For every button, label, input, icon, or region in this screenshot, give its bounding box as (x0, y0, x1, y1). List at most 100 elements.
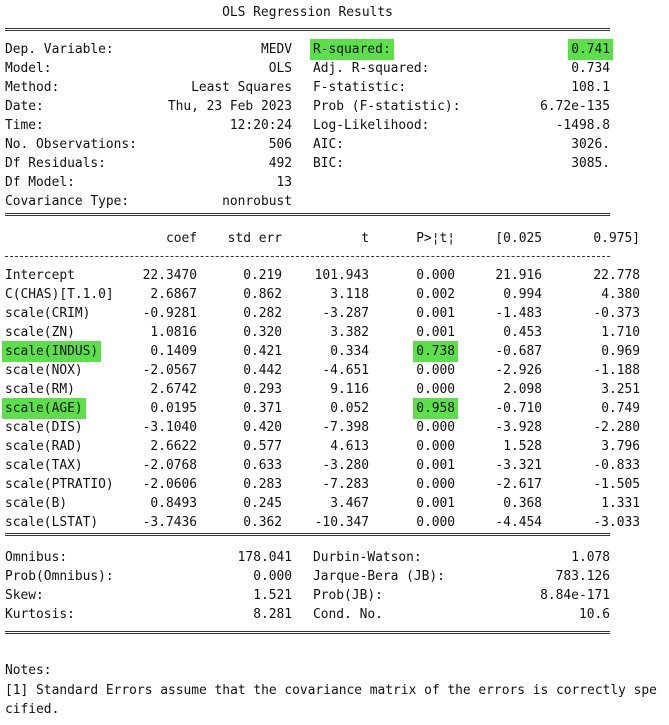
table-cell: 2.098 (503, 382, 542, 397)
table-cell: -2.0567 (142, 363, 197, 378)
table-cell: -2.617 (495, 477, 542, 492)
table-cell: 0.001 (416, 496, 455, 511)
table-cell: 0.371 (243, 401, 282, 416)
stat-label: Df Residuals: (5, 156, 106, 171)
column-header: coef (165, 231, 197, 246)
table-cell: 0.8493 (150, 496, 197, 511)
table-cell: -2.926 (495, 363, 542, 378)
stat-value: 0.734 (571, 61, 610, 76)
stat-label: Log-Likelihood: (313, 118, 430, 133)
table-cell: 0.1409 (150, 344, 197, 359)
stat-label: BIC: (313, 156, 345, 171)
table-cell: 0.749 (601, 401, 640, 416)
stat-label: Jarque-Bera (JB): (313, 569, 445, 584)
row-label: C(CHAS)[T.1.0] (5, 287, 114, 302)
stat-label: Covariance Type: (5, 194, 130, 209)
table-cell: -0.687 (495, 344, 542, 359)
table-cell: -2.280 (593, 420, 640, 435)
table-cell: 2.6867 (150, 287, 197, 302)
table-cell: 3.118 (330, 287, 369, 302)
table-cell: 3.796 (601, 439, 640, 454)
table-cell: 0.000 (416, 420, 455, 435)
stat-label: Omnibus: (5, 550, 68, 565)
table-cell: 0.002 (416, 287, 455, 302)
table-cell: 4.613 (330, 439, 369, 454)
stat-label: Cond. No. (313, 607, 383, 622)
row-label: Intercept (5, 268, 75, 283)
table-cell: -1.505 (593, 477, 640, 492)
table-cell: 101.943 (314, 268, 369, 283)
table-cell: 0.052 (330, 401, 369, 416)
row-label: scale(B) (5, 496, 68, 511)
table-cell: -3.1040 (142, 420, 197, 435)
table-cell: -0.9281 (142, 306, 197, 321)
table-cell: 0.245 (243, 496, 282, 511)
table-cell: 0.633 (243, 458, 282, 473)
table-cell: 0.969 (601, 344, 640, 359)
stat-label: Time: (5, 118, 44, 133)
table-cell: 0.862 (243, 287, 282, 302)
stat-label: Df Model: (5, 175, 75, 190)
note: [1] Standard Errors assume that the cova… (5, 683, 657, 717)
stat-value: 3026. (571, 137, 610, 152)
row-label: scale(NOX) (5, 363, 83, 378)
notes-heading: Notes: (5, 663, 52, 678)
table-cell: 3.251 (601, 382, 640, 397)
stat-value: 0.741 (571, 42, 610, 57)
stat-value: -1498.8 (555, 118, 610, 133)
stat-value: nonrobust (222, 194, 292, 209)
table-cell: -4.454 (495, 515, 542, 530)
table-cell: 0.420 (243, 420, 282, 435)
row-label: scale(LSTAT) (5, 515, 99, 530)
stat-label: No. Observations: (5, 137, 137, 152)
title: OLS Regression Results (222, 5, 393, 20)
table-cell: 0.000 (416, 477, 455, 492)
table-cell: 1.528 (503, 439, 542, 454)
table-cell: 0.000 (416, 439, 455, 454)
stat-value: 13 (276, 175, 292, 190)
stat-label: Skew: (5, 588, 44, 603)
table-cell: -3.033 (593, 515, 640, 530)
stat-value: 1.521 (253, 588, 292, 603)
stat-value: 492 (268, 156, 292, 171)
table-cell: 4.380 (601, 287, 640, 302)
table-cell: 2.6742 (150, 382, 197, 397)
table-cell: 0.334 (330, 344, 369, 359)
table-cell: -3.280 (322, 458, 369, 473)
stat-value: 8.281 (253, 607, 292, 622)
table-cell: -3.287 (322, 306, 369, 321)
table-cell: 0.000 (416, 268, 455, 283)
stat-label: AIC: (313, 137, 345, 152)
table-cell: 3.382 (330, 325, 369, 340)
rule (5, 256, 610, 257)
table-cell: 0.320 (243, 325, 282, 340)
row-label: scale(DIS) (5, 420, 83, 435)
table-cell: -0.373 (593, 306, 640, 321)
table-cell: 0.958 (416, 401, 455, 416)
rule (5, 28, 610, 31)
table-cell: -10.347 (314, 515, 369, 530)
table-cell: -1.188 (593, 363, 640, 378)
stat-label: Date: (5, 99, 44, 114)
table-cell: 0.219 (243, 268, 282, 283)
row-label: scale(ZN) (5, 325, 75, 340)
table-cell: 0.0195 (150, 401, 197, 416)
table-cell: 0.293 (243, 382, 282, 397)
table-cell: 0.453 (503, 325, 542, 340)
column-header: t (361, 231, 369, 246)
table-cell: 21.916 (495, 268, 542, 283)
rule (5, 213, 610, 216)
stat-label: Prob(Omnibus): (5, 569, 114, 584)
table-cell: -0.833 (593, 458, 640, 473)
table-cell: 0.001 (416, 306, 455, 321)
table-cell: 3.467 (330, 496, 369, 511)
row-label: scale(RAD) (5, 439, 83, 454)
table-cell: 0.282 (243, 306, 282, 321)
table-cell: -4.651 (322, 363, 369, 378)
table-cell: 0.421 (243, 344, 282, 359)
table-cell: 22.3470 (142, 268, 197, 283)
table-cell: -3.928 (495, 420, 542, 435)
column-header: std err (227, 231, 282, 246)
table-cell: 2.6622 (150, 439, 197, 454)
stat-label: Prob (F-statistic): (313, 99, 461, 114)
